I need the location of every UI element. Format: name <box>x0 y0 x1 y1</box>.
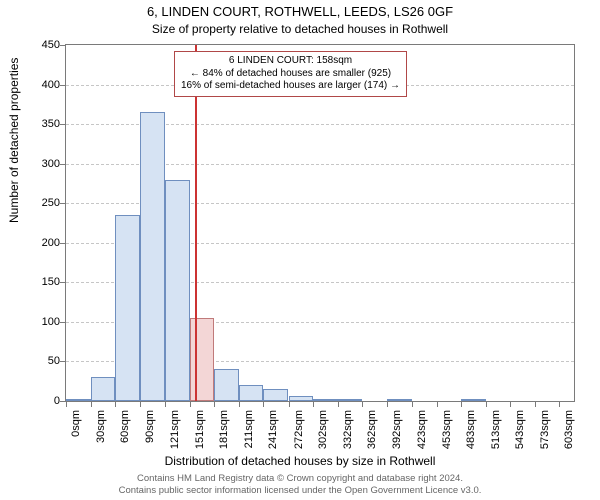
y-tick-label: 250 <box>10 197 60 209</box>
x-tick-mark <box>559 402 560 407</box>
chart-title-main: 6, LINDEN COURT, ROTHWELL, LEEDS, LS26 0… <box>0 4 600 19</box>
y-tick-label: 350 <box>10 118 60 130</box>
x-tick-mark <box>412 402 413 407</box>
histogram-bar <box>387 399 412 401</box>
x-tick-label: 181sqm <box>218 410 230 460</box>
x-tick-label: 121sqm <box>169 410 181 460</box>
histogram-bar <box>289 396 314 401</box>
x-tick-label: 362sqm <box>366 410 378 460</box>
x-tick-mark <box>486 402 487 407</box>
x-tick-mark <box>289 402 290 407</box>
histogram-bar <box>140 112 165 401</box>
x-tick-mark <box>437 402 438 407</box>
x-tick-label: 332sqm <box>342 410 354 460</box>
y-tick-label: 50 <box>10 355 60 367</box>
x-tick-label: 60sqm <box>119 410 131 460</box>
y-tick-label: 300 <box>10 158 60 170</box>
chart-title-sub: Size of property relative to detached ho… <box>0 22 600 36</box>
x-tick-label: 603sqm <box>563 410 575 460</box>
x-tick-label: 392sqm <box>391 410 403 460</box>
histogram-bar <box>461 399 486 401</box>
histogram-bar <box>66 399 91 401</box>
y-tick-label: 0 <box>10 395 60 407</box>
plot-area: 6 LINDEN COURT: 158sqm← 84% of detached … <box>65 44 575 402</box>
property-size-chart: 6, LINDEN COURT, ROTHWELL, LEEDS, LS26 0… <box>0 0 600 500</box>
x-tick-label: 151sqm <box>194 410 206 460</box>
y-tick-label: 450 <box>10 39 60 51</box>
y-tick-mark <box>60 45 65 46</box>
histogram-bar-highlighted <box>190 318 215 401</box>
annotation-line: ← 84% of detached houses are smaller (92… <box>181 68 400 81</box>
histogram-bar <box>338 399 363 401</box>
x-tick-label: 483sqm <box>465 410 477 460</box>
x-tick-mark <box>510 402 511 407</box>
histogram-bar <box>239 385 264 401</box>
annotation-line: 6 LINDEN COURT: 158sqm <box>181 55 400 68</box>
x-tick-label: 543sqm <box>514 410 526 460</box>
x-tick-mark <box>165 402 166 407</box>
x-tick-mark <box>362 402 363 407</box>
annotation-box: 6 LINDEN COURT: 158sqm← 84% of detached … <box>174 51 407 97</box>
y-tick-mark <box>60 203 65 204</box>
x-tick-mark <box>387 402 388 407</box>
y-tick-mark <box>60 361 65 362</box>
x-tick-mark <box>190 402 191 407</box>
y-tick-label: 200 <box>10 237 60 249</box>
y-tick-label: 150 <box>10 276 60 288</box>
footer-line-1: Contains HM Land Registry data © Crown c… <box>0 474 600 485</box>
property-marker-line <box>195 45 197 401</box>
x-tick-label: 573sqm <box>539 410 551 460</box>
x-tick-label: 272sqm <box>293 410 305 460</box>
histogram-bar <box>115 215 140 401</box>
x-tick-mark <box>338 402 339 407</box>
x-tick-mark <box>140 402 141 407</box>
x-tick-mark <box>214 402 215 407</box>
x-tick-mark <box>66 402 67 407</box>
y-tick-label: 100 <box>10 316 60 328</box>
y-tick-mark <box>60 124 65 125</box>
y-tick-mark <box>60 401 65 402</box>
y-tick-mark <box>60 164 65 165</box>
x-tick-mark <box>115 402 116 407</box>
y-tick-mark <box>60 282 65 283</box>
x-tick-mark <box>461 402 462 407</box>
x-tick-label: 513sqm <box>490 410 502 460</box>
x-tick-mark <box>263 402 264 407</box>
histogram-bar <box>165 180 190 402</box>
y-tick-mark <box>60 322 65 323</box>
histogram-bar <box>91 377 116 401</box>
x-tick-mark <box>313 402 314 407</box>
x-tick-label: 211sqm <box>243 410 255 460</box>
y-tick-mark <box>60 85 65 86</box>
x-tick-label: 30sqm <box>95 410 107 460</box>
annotation-line: 16% of semi-detached houses are larger (… <box>181 80 400 93</box>
histogram-bar <box>263 389 288 401</box>
y-tick-label: 400 <box>10 79 60 91</box>
x-tick-label: 90sqm <box>144 410 156 460</box>
footer-line-2: Contains public sector information licen… <box>0 486 600 497</box>
x-tick-label: 302sqm <box>317 410 329 460</box>
x-tick-mark <box>535 402 536 407</box>
x-tick-label: 0sqm <box>70 410 82 460</box>
histogram-bar <box>214 369 239 401</box>
x-tick-mark <box>91 402 92 407</box>
histogram-bar <box>313 399 338 401</box>
x-tick-label: 241sqm <box>267 410 279 460</box>
y-tick-mark <box>60 243 65 244</box>
x-tick-label: 423sqm <box>416 410 428 460</box>
x-tick-mark <box>239 402 240 407</box>
x-tick-label: 453sqm <box>441 410 453 460</box>
